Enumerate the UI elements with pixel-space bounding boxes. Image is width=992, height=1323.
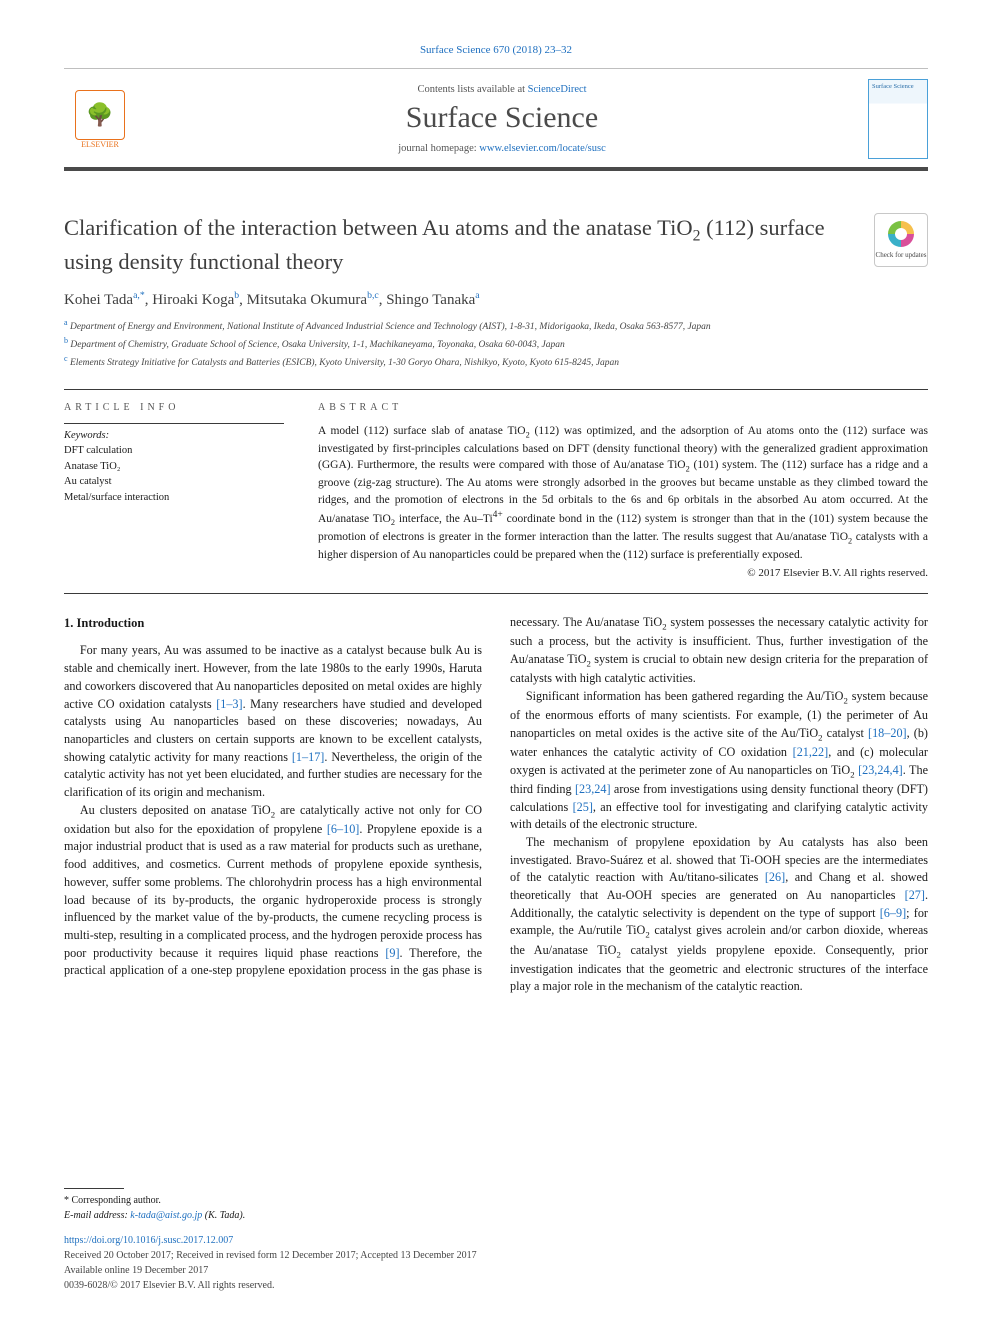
publisher-logo: 🌳 ELSEVIER	[64, 80, 136, 158]
affiliation-line: a Department of Energy and Environment, …	[64, 317, 928, 335]
paper-title: Clarification of the interaction between…	[64, 213, 854, 276]
divider	[64, 593, 928, 594]
keywords-list: DFT calculationAnatase TiO₂Au catalystMe…	[64, 443, 284, 506]
abstract-block: ABSTRACT A model (112) surface slab of a…	[318, 402, 928, 579]
email-label: E-mail address:	[64, 1210, 130, 1221]
email-tail: (K. Tada).	[202, 1210, 245, 1221]
body-paragraph: The mechanism of propylene epoxidation b…	[510, 834, 928, 996]
sciencedirect-link[interactable]: ScienceDirect	[528, 84, 587, 95]
homepage-label: journal homepage:	[398, 143, 479, 154]
publisher-name: ELSEVIER	[81, 140, 119, 149]
divider	[64, 389, 928, 390]
masthead-center: Contents lists available at ScienceDirec…	[154, 84, 850, 154]
section-heading: 1. Introduction	[64, 614, 482, 632]
online-date: Available online 19 December 2017	[64, 1263, 928, 1278]
running-head: Surface Science 670 (2018) 23–32	[64, 44, 928, 56]
journal-cover-thumbnail: Surface Science	[868, 79, 928, 159]
article-info-heading: ARTICLE INFO	[64, 402, 284, 413]
affiliation-line: c Elements Strategy Initiative for Catal…	[64, 353, 928, 371]
corresponding-author-note: * Corresponding author.	[64, 1193, 928, 1208]
contents-label: Contents lists available at	[417, 84, 527, 95]
masthead: 🌳 ELSEVIER Contents lists available at S…	[64, 68, 928, 171]
authors-line: Kohei Tadaa,*, Hiroaki Kogab, Mitsutaka …	[64, 290, 928, 309]
keywords-label: Keywords:	[64, 430, 284, 441]
body-paragraph: For many years, Au was assumed to be ina…	[64, 642, 482, 801]
abstract-text: A model (112) surface slab of anatase Ti…	[318, 423, 928, 563]
article-info-block: ARTICLE INFO Keywords: DFT calculationAn…	[64, 402, 284, 579]
updates-label: Check for updates	[876, 251, 927, 259]
article-history: Received 20 October 2017; Received in re…	[64, 1248, 928, 1263]
corresponding-email-link[interactable]: k-tada@aist.go.jp	[130, 1210, 202, 1221]
journal-title: Surface Science	[154, 101, 850, 135]
abstract-heading: ABSTRACT	[318, 402, 928, 413]
check-for-updates-badge[interactable]: Check for updates	[874, 213, 928, 267]
keyword-item: DFT calculation	[64, 443, 284, 459]
page-footer: * Corresponding author. E-mail address: …	[64, 1188, 928, 1293]
journal-homepage-link[interactable]: www.elsevier.com/locate/susc	[479, 143, 605, 154]
keyword-item: Anatase TiO₂	[64, 459, 284, 475]
issn-copyright: 0039-6028/© 2017 Elsevier B.V. All right…	[64, 1278, 928, 1293]
affiliations: a Department of Energy and Environment, …	[64, 317, 928, 371]
body-paragraph: Significant information has been gathere…	[510, 688, 928, 834]
body-text: 1. Introduction For many years, Au was a…	[64, 614, 928, 996]
keyword-item: Au catalyst	[64, 474, 284, 490]
doi-link[interactable]: https://doi.org/10.1016/j.susc.2017.12.0…	[64, 1233, 928, 1248]
keyword-item: Metal/surface interaction	[64, 490, 284, 506]
elsevier-tree-icon: 🌳	[75, 90, 125, 140]
abstract-copyright: © 2017 Elsevier B.V. All rights reserved…	[318, 567, 928, 579]
affiliation-line: b Department of Chemistry, Graduate Scho…	[64, 335, 928, 353]
crossmark-icon	[888, 221, 914, 247]
